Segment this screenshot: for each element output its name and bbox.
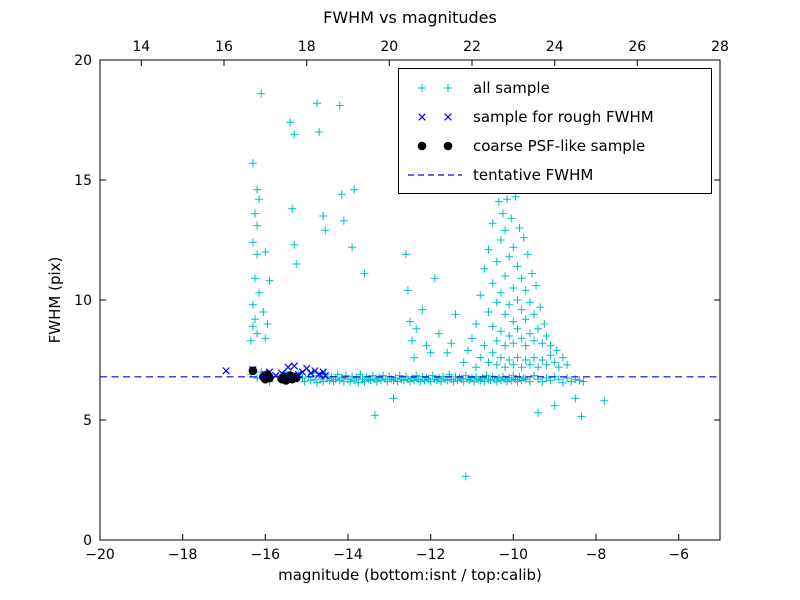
svg-text:−8: −8 xyxy=(586,547,607,563)
svg-text:−10: −10 xyxy=(499,547,529,563)
chart-title: FWHM vs magnitudes xyxy=(323,8,497,27)
legend-label: sample for rough FWHM xyxy=(473,107,654,126)
legend-label: all sample xyxy=(473,78,550,97)
legend-label: coarse PSF-like sample xyxy=(473,136,646,155)
svg-text:−12: −12 xyxy=(416,547,446,563)
svg-text:−18: −18 xyxy=(168,547,198,563)
legend-marker-dot-icon xyxy=(417,141,453,150)
x-axis-label: magnitude (bottom:isnt / top:calib) xyxy=(278,566,542,584)
svg-text:0: 0 xyxy=(83,533,92,549)
svg-text:20: 20 xyxy=(380,39,398,55)
svg-text:16: 16 xyxy=(215,39,233,55)
svg-text:26: 26 xyxy=(628,39,646,55)
svg-text:5: 5 xyxy=(83,413,92,429)
svg-text:−16: −16 xyxy=(251,547,281,563)
svg-text:10: 10 xyxy=(74,293,92,309)
legend: all sample sample for rough FWHM coarse PS… xyxy=(398,68,712,194)
legend-marker-plus-icon xyxy=(418,83,452,92)
svg-text:24: 24 xyxy=(546,39,564,55)
legend-marker-dashed-icon xyxy=(408,173,462,176)
legend-label: tentative FWHM xyxy=(473,165,594,184)
legend-item: all sample xyxy=(399,73,711,102)
svg-text:14: 14 xyxy=(132,39,150,55)
legend-item: coarse PSF-like sample xyxy=(399,131,711,160)
y-axis-label: FWHM (pix) xyxy=(46,256,64,344)
svg-text:−6: −6 xyxy=(668,547,689,563)
svg-text:28: 28 xyxy=(711,39,729,55)
legend-marker-x-icon xyxy=(418,112,452,121)
svg-text:15: 15 xyxy=(74,173,92,189)
legend-item: sample for rough FWHM xyxy=(399,102,711,131)
svg-text:22: 22 xyxy=(463,39,481,55)
svg-text:20: 20 xyxy=(74,53,92,69)
svg-text:−14: −14 xyxy=(333,547,363,563)
svg-text:−20: −20 xyxy=(85,547,115,563)
legend-item: tentative FWHM xyxy=(399,160,711,189)
svg-text:18: 18 xyxy=(298,39,316,55)
